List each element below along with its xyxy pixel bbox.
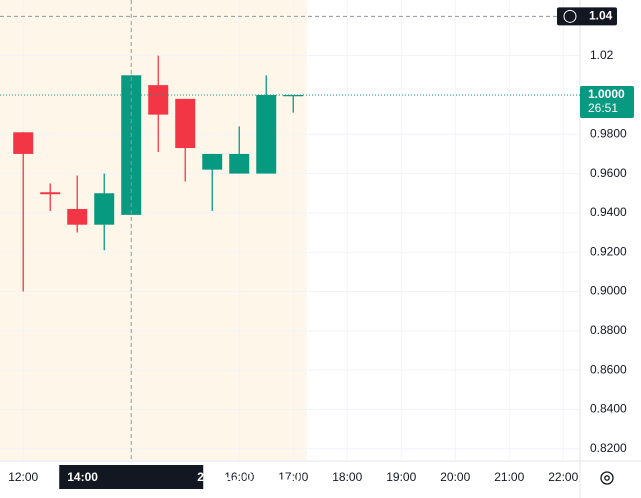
settings-icon[interactable]	[600, 471, 614, 485]
y-tick-label: 0.9200	[590, 244, 627, 258]
candle-body	[13, 132, 34, 154]
crosshair-time: 14:00	[67, 470, 98, 484]
x-tick-label: 12:00	[8, 470, 38, 484]
candle-body	[40, 192, 61, 195]
candle-body	[256, 94, 277, 174]
x-tick-label: 22:00	[548, 470, 578, 484]
y-tick-label: 0.9800	[590, 126, 627, 140]
candle-body	[67, 208, 88, 225]
candle-body	[175, 98, 196, 149]
candle-body	[121, 75, 142, 215]
candle-body	[229, 153, 250, 174]
y-tick-label: 0.9000	[590, 284, 627, 298]
x-tick-label: 17:00	[278, 470, 308, 484]
last-price-box	[580, 85, 634, 118]
session-background	[0, 0, 307, 460]
candle-body	[202, 153, 223, 170]
crosshair-y-box	[557, 7, 617, 26]
candle-body	[283, 94, 304, 97]
x-tick-label: 19:00	[386, 470, 416, 484]
y-tick-label: 0.8400	[590, 402, 627, 416]
countdown: 26:51	[588, 101, 618, 115]
y-tick-label: 0.8600	[590, 362, 627, 376]
candle-body	[94, 193, 115, 225]
x-tick-label: 20:00	[440, 470, 470, 484]
y-tick-label: 1.02	[590, 48, 614, 62]
candle-body	[148, 85, 169, 115]
y-tick-label: 0.9600	[590, 166, 627, 180]
x-tick-label: 21:00	[494, 470, 524, 484]
y-tick-label: 0.9400	[590, 205, 627, 219]
x-tick-label: 18:00	[332, 470, 362, 484]
add-button[interactable]	[563, 9, 577, 23]
last-price-label: 1.0000	[588, 87, 625, 101]
crosshair-x-box	[59, 465, 204, 489]
y-tick-label: 0.8800	[590, 323, 627, 337]
y-tick-label: 0.8200	[590, 441, 627, 455]
crosshair-date: الخميس 02 أبريل '26	[197, 469, 303, 485]
x-tick-label: 16:00	[224, 470, 254, 484]
crosshair-y-label: 1.04	[589, 8, 613, 22]
